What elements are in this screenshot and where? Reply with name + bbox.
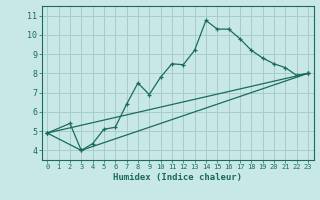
X-axis label: Humidex (Indice chaleur): Humidex (Indice chaleur) [113, 173, 242, 182]
